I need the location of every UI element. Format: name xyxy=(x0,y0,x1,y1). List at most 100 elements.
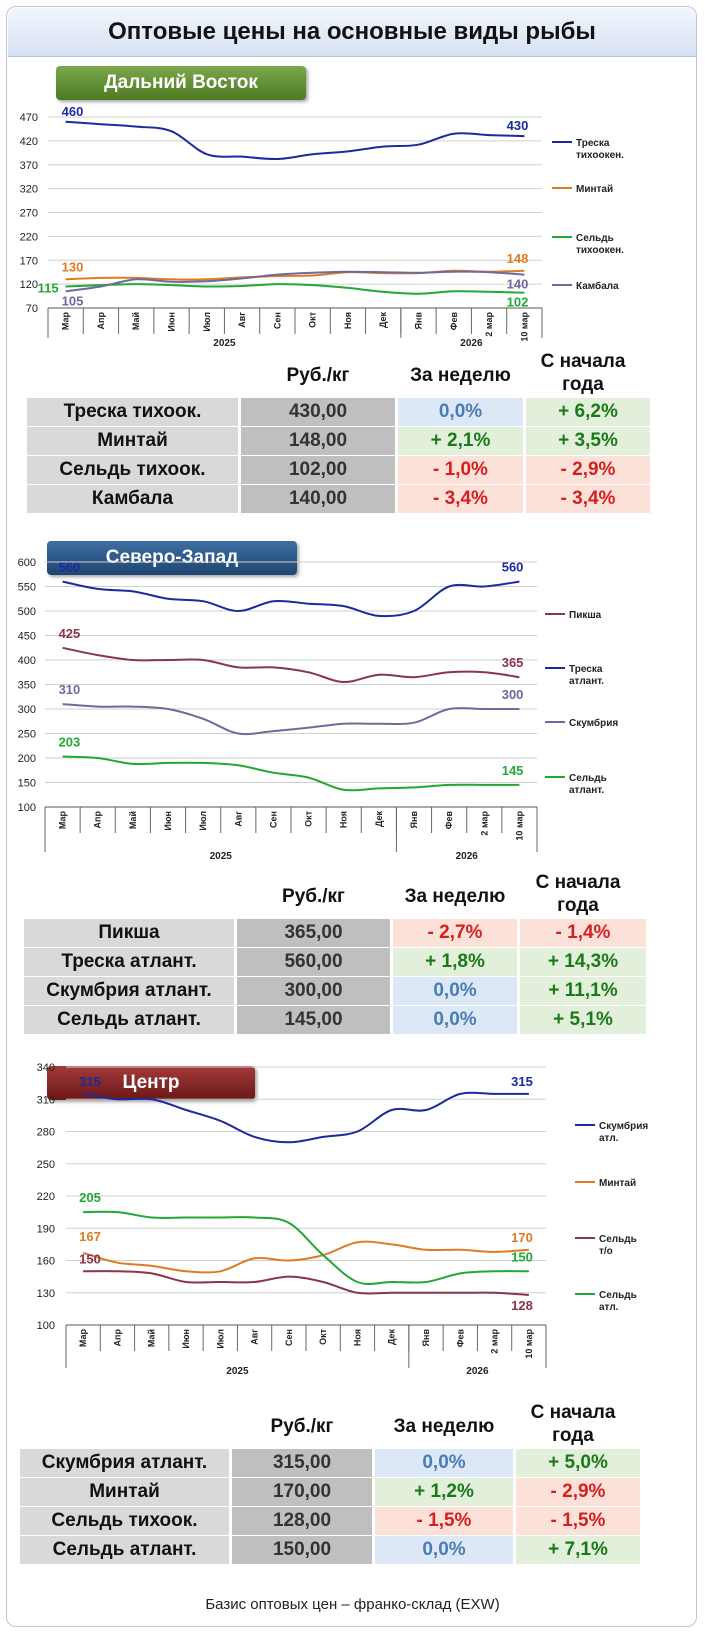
y-tick-label: 340 xyxy=(37,1062,55,1074)
row-price: 300,00 xyxy=(237,977,390,1005)
row-week-change: + 1,8% xyxy=(393,948,517,976)
row-name: Пикша xyxy=(24,919,234,947)
table-header-ytd: С начала года xyxy=(530,1402,616,1446)
row-ytd-change: + 5,1% xyxy=(520,1006,646,1034)
x-tick-label: Июл xyxy=(215,1329,225,1349)
data-label-start: 150 xyxy=(79,1251,101,1266)
table-header-week: За неделю xyxy=(404,886,506,907)
row-name: Сельдь атлант. xyxy=(20,1536,229,1564)
series-line xyxy=(62,755,520,792)
x-tick-label: Май xyxy=(128,811,138,829)
row-ytd-change: + 14,3% xyxy=(520,948,646,976)
row-price: 170,00 xyxy=(232,1478,372,1506)
footer-note: Базис оптовых цен – франко-склад (EXW) xyxy=(205,1596,500,1613)
x-tick-label: Ноя xyxy=(343,312,353,329)
row-ytd-change: + 11,1% xyxy=(520,977,646,1005)
data-label-start: 115 xyxy=(38,281,59,296)
y-tick-label: 250 xyxy=(18,729,36,741)
y-tick-label: 160 xyxy=(37,1256,55,1268)
y-tick-label: 550 xyxy=(18,582,36,594)
row-week-change: 0,0% xyxy=(375,1449,513,1477)
data-label-end: 148 xyxy=(507,251,529,266)
row-price: 560,00 xyxy=(237,948,390,976)
row-price: 365,00 xyxy=(237,919,390,947)
x-tick-label: Янв xyxy=(409,811,419,829)
series-line xyxy=(82,1240,529,1274)
x-tick-label: Июн xyxy=(163,811,173,831)
x-tick-label: Ноя xyxy=(352,1329,362,1346)
year-label: 2025 xyxy=(213,338,236,349)
y-tick-label: 220 xyxy=(37,1191,55,1203)
legend-label: Треска тихоокен. xyxy=(576,138,624,161)
row-price: 128,00 xyxy=(232,1507,372,1535)
x-tick-label: Сен xyxy=(272,312,282,329)
row-ytd-change: - 1,5% xyxy=(516,1507,640,1535)
year-label: 2026 xyxy=(456,851,479,862)
x-tick-label: Апр xyxy=(112,1329,122,1347)
y-tick-label: 320 xyxy=(20,184,38,196)
data-label-end: 430 xyxy=(507,118,529,133)
x-tick-label: Сен xyxy=(284,1329,294,1346)
region-title-center: Центр xyxy=(47,1066,255,1100)
data-label-end: 128 xyxy=(511,1298,533,1313)
legend-label: Сельдь атл. xyxy=(599,1290,637,1313)
series-line xyxy=(62,703,520,736)
row-price: 150,00 xyxy=(232,1536,372,1564)
x-tick-label: Авг xyxy=(233,811,243,827)
row-ytd-change: - 1,4% xyxy=(520,919,646,947)
y-tick-label: 270 xyxy=(20,208,38,220)
data-label-end: 300 xyxy=(502,687,524,702)
row-name: Сельдь атлант. xyxy=(24,1006,234,1034)
x-tick-label: Дек xyxy=(374,811,384,828)
y-tick-label: 130 xyxy=(37,1288,55,1300)
row-week-change: 0,0% xyxy=(393,977,517,1005)
x-tick-label: Апр xyxy=(96,312,106,330)
row-ytd-change: + 7,1% xyxy=(516,1536,640,1564)
series-line xyxy=(62,646,520,684)
row-name: Скумбрия атлант. xyxy=(24,977,234,1005)
series-line xyxy=(62,580,520,618)
x-tick-label: Авг xyxy=(250,1329,260,1345)
x-tick-label: 10 мар xyxy=(524,1329,534,1359)
data-label-end: 150 xyxy=(511,1249,533,1264)
x-tick-label: Фев xyxy=(444,811,454,830)
row-price: 102,00 xyxy=(241,456,395,484)
chart-far-east: 70 120 170 220 270 320 370 420 470 Мар Апр Май Июн Ию… xyxy=(20,104,625,349)
series-line xyxy=(83,1210,529,1285)
year-label: 2025 xyxy=(210,851,233,862)
y-tick-label: 450 xyxy=(18,631,36,643)
year-label: 2026 xyxy=(466,1366,489,1377)
table-header-price: Руб./кг xyxy=(286,365,350,386)
x-tick-label: Янв xyxy=(421,1329,431,1347)
y-tick-label: 420 xyxy=(20,136,38,148)
legend-label: Камбала xyxy=(576,280,619,292)
legend-label: Скумбрия атл. xyxy=(599,1120,648,1144)
y-tick-label: 190 xyxy=(37,1223,55,1235)
y-tick-label: 250 xyxy=(37,1159,55,1171)
x-tick-label: Сен xyxy=(268,811,278,828)
row-week-change: - 1,5% xyxy=(375,1507,513,1535)
data-label-start: 310 xyxy=(59,682,81,697)
row-name: Минтай xyxy=(27,427,238,455)
y-tick-label: 170 xyxy=(20,255,38,267)
series-line xyxy=(65,270,525,293)
row-week-change: 0,0% xyxy=(375,1536,513,1564)
x-tick-label: Мар xyxy=(78,1329,88,1348)
data-label-end: 365 xyxy=(502,655,524,670)
x-tick-label: Фев xyxy=(455,1329,465,1348)
chart-center: 100 130 160 190 220 250 280 310 340 Мар Апр Май Июн И… xyxy=(37,1062,649,1377)
data-label-start: 560 xyxy=(59,560,81,575)
x-tick-label: 2 мар xyxy=(484,312,494,337)
series-line xyxy=(83,1270,529,1296)
x-tick-label: 2 мар xyxy=(479,811,489,836)
y-tick-label: 100 xyxy=(18,802,36,814)
row-name: Камбала xyxy=(27,485,238,513)
data-label-end: 315 xyxy=(511,1074,533,1089)
y-tick-label: 350 xyxy=(18,680,36,692)
row-name: Треска атлант. xyxy=(24,948,234,976)
y-tick-label: 120 xyxy=(20,279,38,291)
year-label: 2025 xyxy=(226,1366,249,1377)
x-tick-label: Июн xyxy=(181,1329,191,1349)
x-tick-label: Июл xyxy=(198,811,208,831)
data-label-start: 130 xyxy=(62,259,84,274)
